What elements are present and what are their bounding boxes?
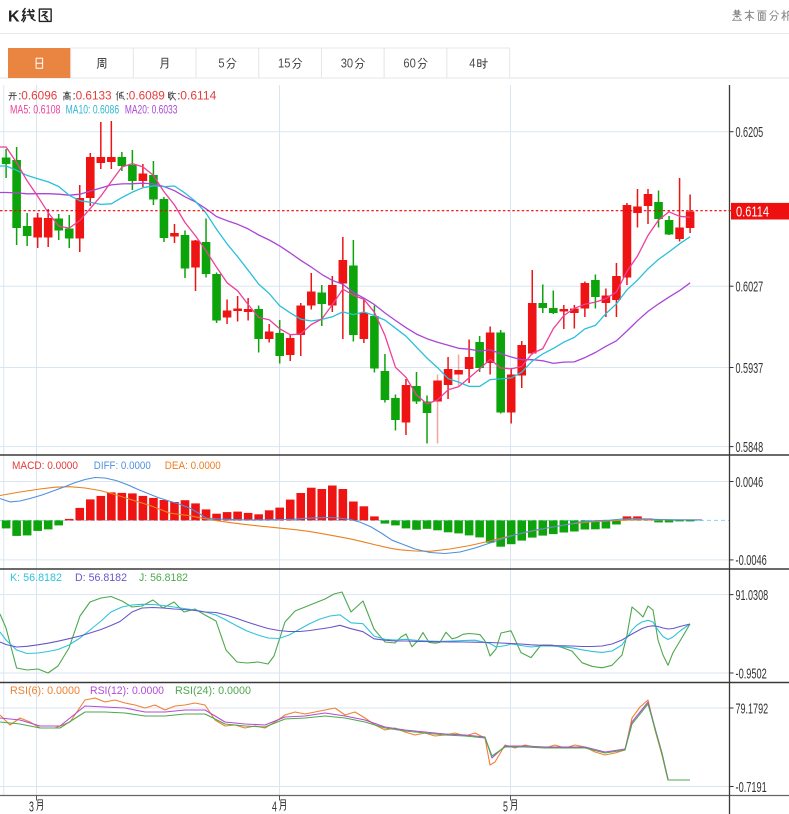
svg-text:0.5848: 0.5848 bbox=[736, 439, 764, 456]
svg-text:15: 15 bbox=[278, 57, 290, 71]
svg-text:0.6096: 0.6096 bbox=[21, 91, 57, 103]
svg-text:RSI(6): 0.0000: RSI(6): 0.0000 bbox=[10, 685, 80, 697]
svg-text:60: 60 bbox=[403, 57, 415, 71]
svg-text::: : bbox=[73, 91, 76, 103]
svg-text:MA20: 0.6033: MA20: 0.6033 bbox=[125, 105, 177, 117]
svg-text:0.6133: 0.6133 bbox=[76, 91, 112, 103]
svg-text:-0.7191: -0.7191 bbox=[736, 779, 767, 796]
svg-text:0.6027: 0.6027 bbox=[736, 279, 764, 296]
svg-text:D: 56.8182: D: 56.8182 bbox=[75, 572, 127, 584]
svg-text:J: 56.8182: J: 56.8182 bbox=[139, 572, 188, 584]
svg-text:MACD: 0.0000: MACD: 0.0000 bbox=[12, 460, 78, 472]
svg-text:91.0308: 91.0308 bbox=[736, 587, 769, 604]
svg-text:MA10: 0.6086: MA10: 0.6086 bbox=[66, 105, 120, 117]
svg-text:0.0046: 0.0046 bbox=[736, 474, 764, 491]
svg-text:0.5937: 0.5937 bbox=[736, 360, 764, 377]
svg-text:K: 56.8182: K: 56.8182 bbox=[10, 572, 62, 584]
svg-text:DEA: 0.0000: DEA: 0.0000 bbox=[165, 460, 221, 472]
svg-text:4: 4 bbox=[469, 57, 475, 71]
svg-text:79.1792: 79.1792 bbox=[736, 700, 769, 717]
svg-text::: : bbox=[18, 91, 21, 103]
svg-text:RSI(24): 0.0000: RSI(24): 0.0000 bbox=[175, 685, 251, 697]
svg-text:-0.9502: -0.9502 bbox=[736, 665, 767, 682]
svg-text:0.6114: 0.6114 bbox=[180, 91, 217, 103]
svg-text:-0.0046: -0.0046 bbox=[736, 552, 767, 569]
svg-text:MA5: 0.6108: MA5: 0.6108 bbox=[10, 105, 61, 117]
svg-text:0.6205: 0.6205 bbox=[736, 124, 764, 141]
svg-text::: : bbox=[177, 91, 180, 103]
svg-text::: : bbox=[126, 91, 129, 103]
svg-text:K: K bbox=[8, 9, 20, 26]
svg-text:30: 30 bbox=[341, 57, 353, 71]
svg-text:0.6089: 0.6089 bbox=[129, 91, 165, 103]
svg-text:5: 5 bbox=[503, 798, 508, 814]
svg-text:4: 4 bbox=[272, 798, 277, 814]
svg-text:3: 3 bbox=[29, 798, 34, 814]
svg-text:5: 5 bbox=[218, 57, 224, 71]
svg-text:RSI(12): 0.0000: RSI(12): 0.0000 bbox=[90, 685, 164, 697]
svg-text:DIFF: 0.0000: DIFF: 0.0000 bbox=[94, 460, 151, 472]
svg-text:0.6114: 0.6114 bbox=[736, 203, 769, 220]
